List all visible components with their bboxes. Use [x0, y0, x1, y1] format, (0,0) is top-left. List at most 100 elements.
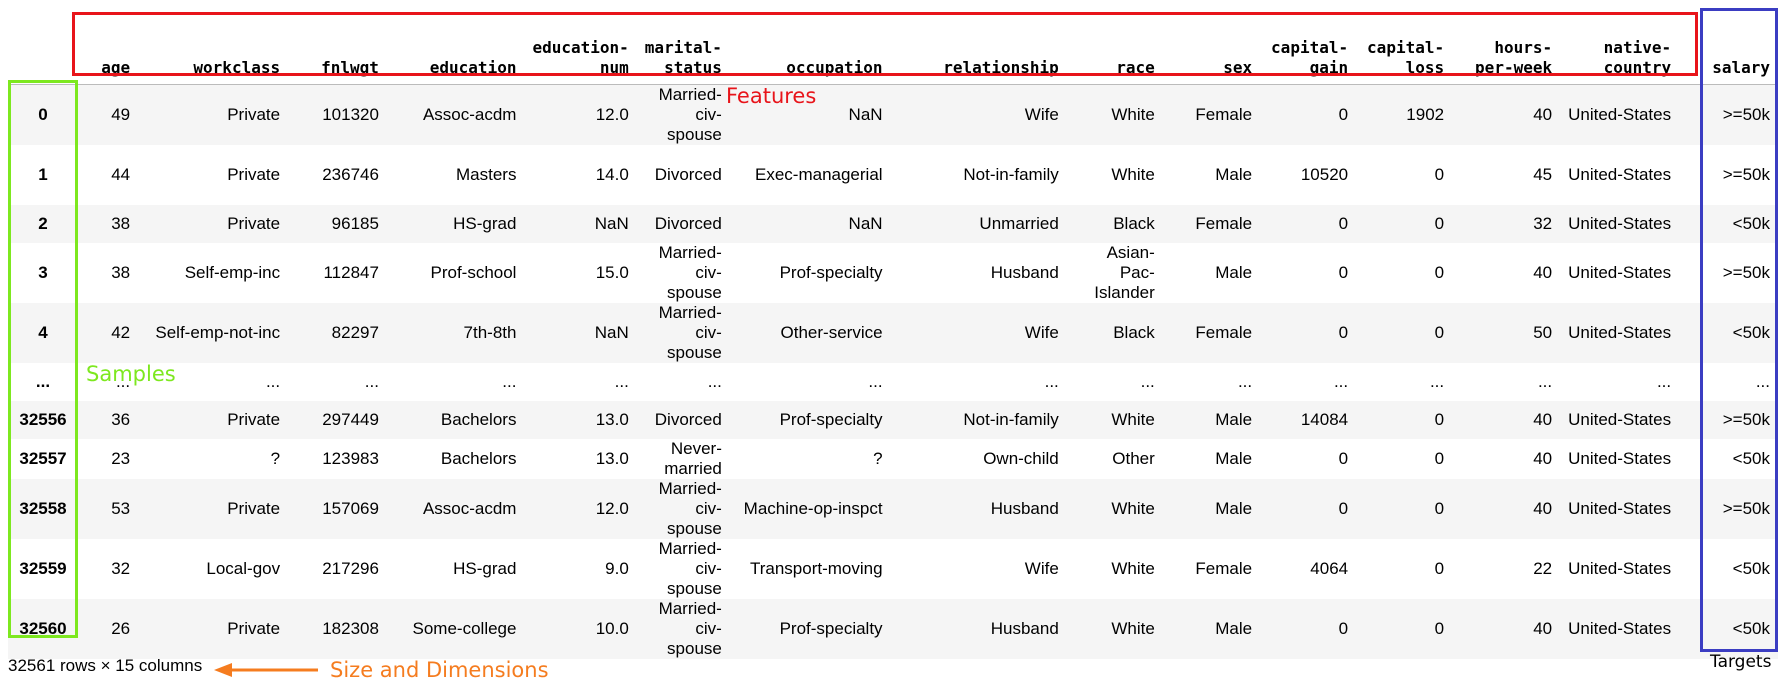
table-cell-education: HS-grad [453, 559, 517, 578]
column-header-occupation: occupation [729, 10, 891, 85]
table-cell-occupation: Exec-managerial [755, 165, 883, 184]
table-cell-workclass: Private [227, 105, 281, 124]
table-cell-sex: Male [1215, 449, 1253, 468]
dataframe-table: age workclass fnlwgt education education… [8, 10, 1778, 659]
table-cell-sex: Male [1215, 619, 1253, 638]
column-header-workclass: workclass [138, 10, 289, 85]
table-cell-education: Bachelors [440, 449, 517, 468]
table-cell-capital-loss: 1902 [1406, 105, 1445, 124]
table-cell-marital-status: Married-civ-spouse [658, 85, 722, 144]
table-row: 32556 36 Private 297449 Bachelors 13.0 Divorce… [8, 401, 1778, 439]
table-cell-age: 42 [111, 323, 131, 342]
table-cell-marital-status: Married-civ-spouse [658, 539, 722, 598]
table-cell-capital-loss: 0 [1434, 619, 1445, 638]
table-cell-native-country: United-States [1568, 449, 1672, 468]
table-cell-capital-gain: 0 [1338, 105, 1349, 124]
row-index: 32556 [19, 410, 67, 429]
table-cell-sex: Female [1195, 214, 1253, 233]
table-cell-age: 49 [111, 105, 131, 124]
table-cell-workclass: Private [227, 165, 281, 184]
table-cell-capital-loss: ... [1429, 372, 1445, 391]
table-cell-hours-per-week: 40 [1533, 449, 1553, 468]
table-cell-fnlwgt: 96185 [331, 214, 379, 233]
table-cell-occupation: Transport-moving [749, 559, 883, 578]
dataframe-shape-text: 32561 rows × 15 columns [8, 656, 203, 675]
table-cell-race: Asian-Pac-Islander [1094, 243, 1155, 302]
table-cell-occupation: Other-service [780, 323, 883, 342]
table-cell-workclass: Self-emp-inc [184, 263, 281, 282]
table-cell-education-num: 10.0 [595, 619, 629, 638]
table-cell-sex: Female [1195, 323, 1253, 342]
column-header-education-num: education-num [524, 10, 637, 85]
table-row: 32558 53 Private 157069 Assoc-acdm 12.0 Marrie… [8, 479, 1778, 539]
table-cell-education-num: 13.0 [595, 410, 629, 429]
table-cell-marital-status: Divorced [654, 165, 722, 184]
table-cell-capital-loss: 0 [1434, 449, 1445, 468]
table-cell-education: Some-college [412, 619, 517, 638]
table-cell-hours-per-week: 40 [1533, 499, 1553, 518]
table-cell-native-country: United-States [1568, 105, 1672, 124]
table-cell-education: Bachelors [440, 410, 517, 429]
table-cell-salary: <50k [1732, 559, 1770, 578]
row-index: 0 [38, 105, 48, 124]
table-cell-capital-gain: 0 [1338, 214, 1349, 233]
table-cell-education-num: 12.0 [595, 499, 629, 518]
table-cell-native-country: United-States [1568, 410, 1672, 429]
table-cell-capital-gain: 0 [1338, 263, 1349, 282]
table-cell-education-num: ... [614, 372, 629, 391]
table-cell-fnlwgt: 82297 [331, 323, 379, 342]
table-cell-education-num: NaN [594, 323, 629, 342]
table-cell-occupation: ? [873, 449, 883, 468]
table-cell-race: White [1111, 619, 1155, 638]
table-cell-native-country: United-States [1568, 323, 1672, 342]
table-cell-fnlwgt: 236746 [322, 165, 379, 184]
table-cell-race: Black [1113, 214, 1155, 233]
table-cell-workclass: Private [227, 499, 281, 518]
row-index: 32557 [19, 449, 67, 468]
table-cell-native-country: United-States [1568, 619, 1672, 638]
table-cell-race: White [1111, 410, 1155, 429]
table-cell-age: 38 [111, 214, 131, 233]
table-cell-native-country: United-States [1568, 165, 1672, 184]
row-index: ... [35, 372, 51, 391]
table-cell-salary: <50k [1732, 323, 1770, 342]
table-cell-marital-status: ... [707, 372, 722, 391]
arrow-left-icon [214, 663, 318, 677]
table-cell-race: White [1111, 559, 1155, 578]
table-cell-capital-gain: 4064 [1310, 559, 1349, 578]
row-index: 32560 [19, 619, 67, 638]
table-cell-fnlwgt: 182308 [322, 619, 379, 638]
table-cell-sex: Male [1215, 165, 1253, 184]
table-cell-race: White [1111, 105, 1155, 124]
table-cell-education: 7th-8th [463, 323, 517, 342]
table-cell-hours-per-week: 40 [1533, 263, 1553, 282]
table-cell-education: Prof-school [430, 263, 517, 282]
table-cell-age: 38 [111, 263, 131, 282]
table-cell-relationship: Husband [990, 499, 1059, 518]
table-cell-capital-loss: 0 [1434, 214, 1445, 233]
table-cell-native-country: United-States [1568, 499, 1672, 518]
table-cell-hours-per-week: 40 [1533, 619, 1553, 638]
table-cell-capital-loss: 0 [1434, 165, 1445, 184]
column-header-race: race [1066, 10, 1163, 85]
table-cell-age: 26 [111, 619, 131, 638]
table-cell-salary: >=50k [1722, 165, 1770, 184]
table-cell-capital-loss: 0 [1434, 559, 1445, 578]
table-cell-education-num: 12.0 [595, 105, 629, 124]
table-cell-hours-per-week: 45 [1533, 165, 1553, 184]
table-cell-education: ... [502, 372, 517, 391]
table-cell-marital-status: Divorced [654, 410, 722, 429]
targets-annotation: Targets [1710, 652, 1772, 672]
table-row: 3 38 Self-emp-inc 112847 Prof-school 15.0 Marr… [8, 243, 1778, 303]
features-annotation: Features [726, 84, 817, 108]
table-cell-capital-gain: 0 [1338, 449, 1349, 468]
column-header-salary: salary [1679, 10, 1778, 85]
table-cell-native-country: United-States [1568, 559, 1672, 578]
column-header-hours-per-week: hours-per-week [1452, 10, 1561, 85]
index-header [8, 10, 78, 85]
table-cell-native-country: ... [1656, 372, 1672, 391]
table-cell-workclass: ... [265, 372, 281, 391]
table-cell-age: 53 [111, 499, 131, 518]
table-cell-fnlwgt: 101320 [322, 105, 379, 124]
table-cell-relationship: Unmarried [979, 214, 1059, 233]
